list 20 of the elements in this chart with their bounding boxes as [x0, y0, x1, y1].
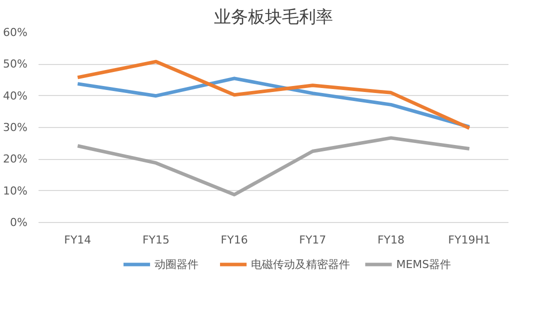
- line-series: [76, 76, 472, 129]
- x-tick-label: FY18: [377, 234, 405, 246]
- line-series: [76, 136, 472, 196]
- x-tick-label: FY16: [220, 234, 248, 246]
- y-tick-label: 30%: [3, 121, 28, 134]
- legend-label: 电磁传动及精密器件: [251, 258, 350, 271]
- x-tick-label: FY15: [142, 234, 170, 246]
- x-tick-label: FY19H1: [448, 234, 491, 246]
- y-tick-label: 50%: [3, 58, 28, 71]
- legend-label: MEMS器件: [396, 258, 452, 271]
- y-tick-label: 0%: [10, 216, 28, 229]
- y-tick-label: 10%: [3, 184, 28, 198]
- y-tick-label: 40%: [3, 89, 28, 102]
- y-tick-label: 20%: [3, 152, 28, 166]
- chart-title: 业务板块毛利率: [214, 8, 333, 28]
- legend-label: 动圈器件: [154, 258, 198, 271]
- x-tick-label: FY14: [64, 234, 92, 246]
- line-series: [76, 60, 472, 130]
- x-tick-label: FY17: [299, 234, 326, 246]
- y-tick-label: 60%: [3, 26, 28, 39]
